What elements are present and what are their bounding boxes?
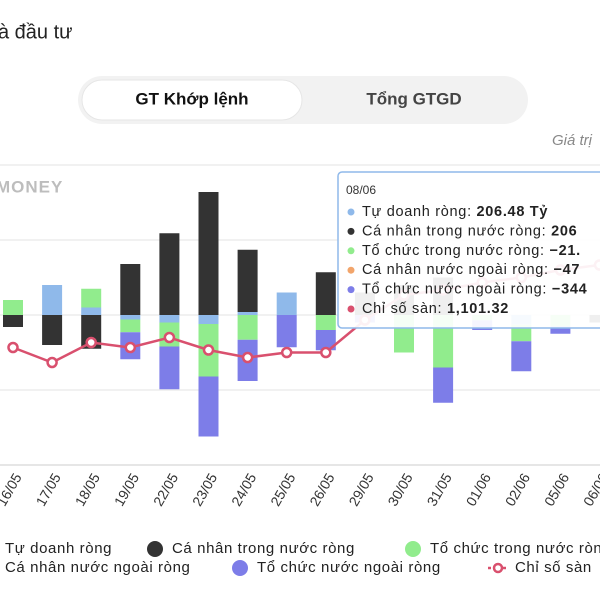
tooltip-dot (347, 286, 355, 294)
bar (159, 315, 180, 323)
line-marker (163, 331, 176, 344)
legend-symbol (147, 541, 163, 557)
legend-symbol (232, 560, 248, 576)
tooltip-row: Tự doanh ròng: 206.48 Tỷ (362, 204, 548, 220)
x-tick-label: 24/05 (228, 470, 259, 509)
line-marker (124, 341, 137, 354)
x-tick-label: 23/05 (189, 470, 220, 509)
x-tick-label: 31/05 (424, 470, 455, 509)
legend-label: Cá nhân trong nước ròng (172, 540, 355, 557)
tooltip-row: Chỉ số sàn: 1,101.32 (362, 301, 509, 317)
unit-note: Giá trị (552, 132, 593, 149)
bar (237, 315, 258, 340)
tooltip-label: Chỉ số sàn: (362, 301, 442, 317)
tooltip-label: Cá nhân nước ngoài ròng: (362, 262, 549, 278)
bar (511, 324, 532, 342)
tooltip (337, 171, 600, 329)
x-tick-label: 26/05 (306, 470, 337, 509)
bar (550, 326, 571, 334)
bar (159, 233, 180, 315)
legend-label: Chỉ số sàn (515, 559, 592, 576)
tooltip-row: Tổ chức trong nước ròng: −21. (362, 243, 581, 259)
bar (3, 300, 23, 315)
tooltip-value: −344 (552, 281, 587, 297)
tooltip-value: 206.48 Tỷ (477, 204, 549, 220)
tooltip-label: Tự doanh ròng: (362, 204, 472, 220)
x-tick-label: 02/06 (502, 470, 533, 509)
x-tick-label: 18/05 (72, 470, 103, 509)
legend-symbol (405, 541, 421, 557)
tooltip-dot (347, 266, 355, 274)
tooltip-label: Cá nhân trong nước ròng: (362, 223, 546, 239)
bar (120, 264, 141, 315)
x-tick-label: 29/05 (345, 470, 376, 509)
tooltip-dot (347, 227, 355, 235)
bar (315, 330, 336, 351)
tooltip-value: 206 (551, 223, 577, 239)
bar (237, 312, 258, 315)
x-tick-label: 19/05 (111, 470, 142, 509)
tooltip-value: 1,101.32 (447, 301, 509, 317)
tooltip-dot (347, 208, 355, 216)
bar (42, 315, 63, 345)
tooltip-value: −47 (554, 262, 581, 278)
line-marker (280, 346, 293, 359)
bar (315, 272, 336, 315)
tab-active[interactable] (81, 79, 303, 121)
tooltip-dot (347, 305, 355, 313)
watermark: MONEY (0, 177, 63, 196)
tooltip-value: −21. (549, 243, 580, 259)
bar (237, 249, 258, 312)
tab-label[interactable]: Tổng GTGD (366, 89, 461, 108)
bar (198, 315, 219, 324)
bar (42, 285, 63, 315)
bar (276, 315, 297, 348)
x-tick-label: 17/05 (33, 470, 64, 509)
bar (81, 307, 102, 315)
line-marker (85, 336, 97, 349)
tooltip-row: Cá nhân nước ngoài ròng: −47 (362, 262, 580, 278)
bar (315, 315, 336, 330)
bar (3, 315, 23, 327)
bar (120, 319, 141, 333)
legend-label: Tổ chức trong nước ròng (430, 540, 600, 557)
x-tick-label: 05/06 (541, 470, 572, 509)
x-tick-label: 01/06 (463, 470, 494, 509)
x-tick-label: 25/05 (267, 470, 298, 509)
bar (159, 346, 180, 390)
tab-label[interactable]: GT Khớp lệnh (135, 89, 248, 108)
bar (198, 192, 219, 315)
tooltip-row: Tổ chức nước ngoài ròng: −344 (362, 281, 587, 297)
bar (81, 288, 102, 308)
bar (198, 376, 219, 437)
legend-label: Cá nhân nước ngoài ròng (5, 559, 190, 576)
tooltip-label: Tổ chức nước ngoài ròng: (362, 281, 547, 297)
legend-symbol (492, 562, 504, 574)
tooltip-date: 08/06 (346, 183, 376, 197)
line-marker (241, 351, 254, 364)
page-title: à đầu tư (0, 21, 73, 43)
line-marker (7, 341, 19, 354)
line-marker (320, 346, 332, 359)
line-marker (202, 344, 215, 356)
bar (120, 315, 141, 320)
tooltip-dot (347, 247, 355, 255)
tooltip-row: Cá nhân trong nước ròng: 206 (362, 223, 577, 239)
x-tick-label: 22/05 (150, 470, 181, 509)
x-tick-label: 30/05 (384, 470, 415, 509)
legend-label: Tự doanh ròng (5, 540, 112, 557)
bar (511, 341, 532, 372)
x-tick-label: 06/06 (580, 470, 600, 509)
tooltip-label: Tổ chức trong nước ròng: (362, 243, 545, 259)
bar (276, 292, 297, 315)
legend-label: Tổ chức nước ngoài ròng (257, 559, 441, 576)
line-marker (46, 356, 58, 369)
bar (433, 367, 454, 403)
x-tick-label: 16/05 (0, 470, 25, 509)
